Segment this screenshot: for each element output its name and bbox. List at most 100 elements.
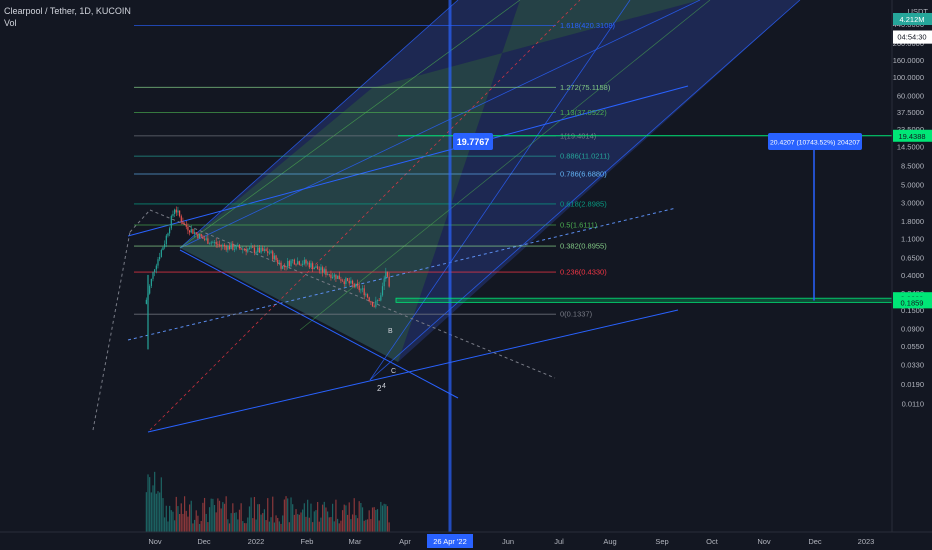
pitchfork-median-line xyxy=(149,0,581,431)
candle-body xyxy=(280,262,282,269)
candle-body xyxy=(165,235,167,245)
time-tick-label: Sep xyxy=(655,537,668,546)
fib-level-label: 0(0.1337) xyxy=(560,310,593,319)
candle-body xyxy=(220,244,222,247)
volume-bar xyxy=(345,505,347,532)
wave-label-2: 2 xyxy=(377,384,382,393)
candle-body xyxy=(197,233,199,239)
cursor-price-label: 19.7767 xyxy=(457,137,490,147)
candle-body xyxy=(265,249,267,252)
volume-bar xyxy=(152,485,154,532)
volume-bar xyxy=(179,513,181,532)
volume-bar xyxy=(371,507,374,532)
volume-bar xyxy=(187,516,189,532)
candle-body xyxy=(340,279,342,281)
volume-bar xyxy=(162,498,164,532)
candle-body xyxy=(322,267,324,273)
volume-bar xyxy=(351,514,354,532)
volume-bar xyxy=(283,499,285,532)
candle-body xyxy=(188,230,191,233)
measure-label-box xyxy=(768,133,862,150)
candle-body xyxy=(366,294,369,298)
price-tick-label: 0.0190 xyxy=(901,380,924,389)
candle-body xyxy=(182,221,184,225)
pitchfork-line xyxy=(179,0,701,249)
candle-body xyxy=(205,238,207,240)
volume-bar xyxy=(165,505,167,532)
candle-body xyxy=(227,245,229,250)
candle-body xyxy=(149,285,151,294)
candle-body xyxy=(210,242,212,244)
candle-body xyxy=(383,278,385,287)
volume-bar xyxy=(149,477,151,532)
descending-dashed-line xyxy=(149,209,556,379)
price-tick-label: 1.1000 xyxy=(901,235,924,244)
volume-bar xyxy=(370,519,372,532)
price-tick-label: 5.0000 xyxy=(901,180,924,189)
time-tick-highlight: 26 Apr '22 xyxy=(433,537,467,546)
candle-body xyxy=(355,283,357,287)
time-tick-label: Nov xyxy=(148,537,162,546)
price-tick-label: 100.0000 xyxy=(893,73,924,82)
volume-bar xyxy=(348,502,350,532)
candle-body xyxy=(320,267,322,271)
candle-body xyxy=(302,263,304,265)
price-tick-label: 0.4000 xyxy=(901,271,924,280)
volume-bar xyxy=(185,510,187,532)
candle-body xyxy=(363,288,365,296)
candle-body xyxy=(335,274,337,279)
volume-bar xyxy=(282,515,284,532)
candle-body xyxy=(290,260,292,267)
volume-bar xyxy=(318,521,320,532)
price-tag-price_lower xyxy=(893,296,932,309)
volume-bar xyxy=(388,522,390,532)
candle-body xyxy=(277,259,279,264)
volume-bar xyxy=(195,510,197,532)
volume-bar xyxy=(215,512,217,532)
volume-bar xyxy=(315,510,317,532)
volume-bar xyxy=(223,503,226,532)
volume-bar xyxy=(242,521,244,532)
candle-body xyxy=(317,266,319,270)
candle-body xyxy=(200,234,202,237)
candle-body xyxy=(253,247,256,253)
time-tick-label: Dec xyxy=(197,537,211,546)
candle-body xyxy=(268,252,271,254)
candle-body xyxy=(285,266,287,268)
measure-label: 20.4207 (10743.52%) 204207 xyxy=(770,140,860,147)
volume-bar xyxy=(295,509,297,532)
time-tick-label: Jun xyxy=(502,537,514,546)
candle-body xyxy=(212,242,214,244)
volume-bar xyxy=(288,522,290,532)
candle-body xyxy=(240,248,242,250)
volume-bar xyxy=(353,498,355,532)
lower-trendline xyxy=(147,309,679,433)
volume-bar xyxy=(341,510,344,532)
volume-bar xyxy=(360,502,362,532)
candle-body xyxy=(187,226,189,231)
candle-body xyxy=(154,269,156,273)
candle-body xyxy=(193,232,196,234)
volume-bar xyxy=(154,471,156,532)
candle-body xyxy=(190,228,192,233)
candle-body xyxy=(313,267,315,270)
price-tick-label: 8.5000 xyxy=(901,161,924,170)
candle-body xyxy=(295,264,297,266)
fib-level-label: 1.272(75.1158) xyxy=(560,83,611,92)
volume-bar xyxy=(290,497,292,532)
price-tag-label-target: 19.4388 xyxy=(898,132,925,141)
volume-bar xyxy=(200,520,202,532)
candle-body xyxy=(192,228,194,234)
pitchfork-guide-line xyxy=(299,0,711,331)
volume-bar xyxy=(188,504,191,532)
candle-body xyxy=(298,261,300,265)
candle-body xyxy=(305,259,307,264)
fib-level-label: 0.886(11.0211) xyxy=(560,152,610,161)
candle-body xyxy=(252,246,254,248)
candle-body xyxy=(157,259,159,266)
volume-bar xyxy=(172,511,174,532)
dashed-trendline xyxy=(127,207,677,341)
candle-body xyxy=(371,302,374,307)
candle-body xyxy=(217,244,219,246)
